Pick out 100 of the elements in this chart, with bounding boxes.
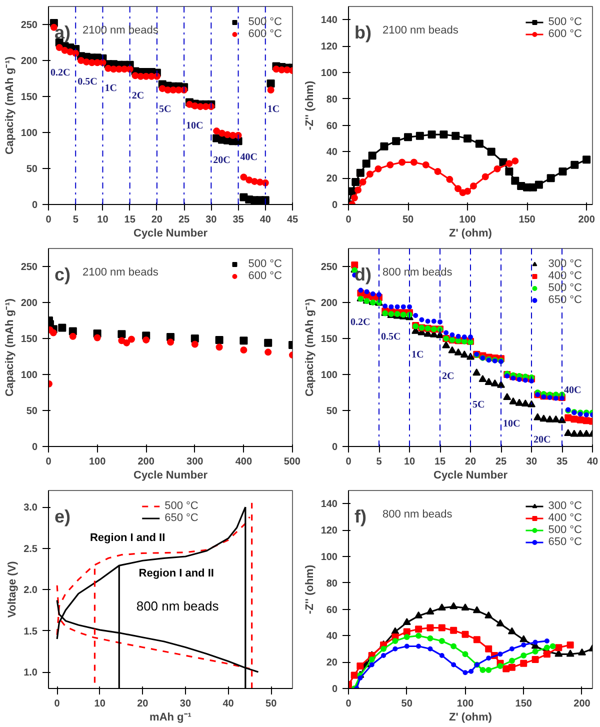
x-axis-title: Z' (ohm) [449,228,492,240]
y-tick-label: 60 [326,604,338,616]
text: 800 nm beads [382,508,453,520]
x-axis-title: Z' (ohm) [449,712,492,724]
annotation: 1C [104,83,117,94]
y-tick-label: 140 [320,15,338,26]
y-tick-label: 0 [32,200,38,211]
x-tick-label: 35 [232,214,244,226]
y-tick-label: 250 [320,262,338,273]
y-axis-title: Capacity (mAh g⁻¹) [304,298,316,397]
x-tick-label: 50 [401,698,413,710]
x-tick-label: 100 [459,214,476,226]
annotation: 20C [534,434,551,446]
x-tick-label: 25 [178,214,190,226]
annotation: Region I and II [138,568,214,580]
x-tick-label: 10 [404,456,416,468]
x-tick-label: 35 [556,456,568,468]
legend-label: 400 °C [548,512,582,524]
legend-label: 650 °C [548,536,582,548]
legend-label: 300 °C [548,258,582,270]
x-tick-label: 20 [151,214,163,226]
legend-label: 650 °C [164,512,198,524]
text: 2100 nm beads [82,266,159,278]
y-tick-label: 1.0 [24,668,38,678]
y-tick-label: 2.0 [24,585,38,596]
x-tick-label: 40 [586,456,598,468]
x-axis-title: Cycle Number [134,470,208,482]
y-tick-label: 100 [320,552,338,563]
x-tick-label: 15 [434,456,446,468]
y-tick-label: 40 [326,631,338,642]
y-tick-label: 200 [320,298,338,309]
legend-label: 600 °C [548,28,582,40]
x-tick-label: 30 [206,214,218,226]
annotation: 0.2C [50,67,70,78]
annotation: 20C [213,155,230,166]
annotation: 1C [412,350,424,361]
text: b) [354,22,372,42]
y-tick-label: 0 [332,200,338,211]
x-tick-label: 0 [54,698,60,710]
x-tick-label: 5 [72,214,79,226]
y-tick-label: 40 [326,147,338,158]
y-axis-title: Capacity (mAh g⁻¹) [4,56,16,155]
x-tick-label: 150 [518,214,536,226]
y-tick-label: 140 [320,499,338,510]
x-tick-label: 100 [456,698,474,710]
y-tick-label: 100 [20,370,38,381]
y-tick-label: 200 [20,298,38,309]
legend-label: 500 °C [248,258,282,270]
annotation: 0.2C [350,317,370,328]
y-axis-title: Voltage (V) [6,560,19,618]
y-tick-label: 80 [326,94,338,106]
annotation: Region I and II [90,532,166,544]
x-axis-title: mAh g⁻¹ [150,712,192,724]
y-tick-label: 120 [320,526,338,537]
y-tick-label: 0 [332,684,338,695]
text: a) [54,22,71,42]
text: 2100 nm beads [382,24,459,36]
y-axis-title: -Z'' (ohm) [304,80,316,130]
y-tick-label: 80 [326,578,338,590]
y-tick-label: 20 [326,174,338,185]
x-tick-label: 10 [97,214,109,226]
x-tick-label: 0 [346,698,352,710]
x-tick-label: 30 [526,456,538,468]
y-tick-label: 120 [320,42,338,53]
y-tick-label: 20 [326,658,338,669]
annotation: 40C [564,384,582,396]
y-tick-label: 60 [326,120,338,132]
annotation: 40C [240,152,258,164]
y-tick-label: 150 [20,92,38,103]
annotation: 2C [132,90,144,102]
x-axis-title: Cycle Number [134,228,208,240]
y-tick-label: 50 [26,406,38,417]
x-tick-label: 45 [286,214,298,226]
y-tick-label: 50 [26,164,38,175]
x-tick-label: 500 [284,456,301,468]
annotation: 10C [503,418,520,430]
legend-label: 300 °C [548,500,582,512]
x-tick-label: 150 [515,698,532,710]
annotation: 5C [472,399,485,410]
legend-label: 600 °C [248,28,282,40]
x-tick-label: 5 [376,456,382,468]
x-tick-label: 10 [94,698,106,710]
text: e) [54,506,71,526]
x-tick-label: 400 [235,456,252,468]
annotation: 10C [186,120,204,132]
x-tick-label: 0 [46,456,52,468]
x-tick-label: 20 [464,456,476,468]
y-tick-label: 100 [320,68,338,79]
y-tick-label: 2.5 [24,544,38,555]
text: 800 nm beads [382,266,453,278]
y-tick-label: 100 [320,370,338,381]
y-tick-label: 200 [20,56,38,67]
x-tick-label: 40 [260,214,272,226]
y-tick-label: 3.0 [24,502,38,514]
x-tick-label: 20 [137,698,149,710]
annotation: 2C [442,371,454,382]
annotation: 1C [267,104,280,116]
annotation: 0.5C [381,332,401,343]
x-tick-label: 200 [138,456,155,468]
y-tick-label: 50 [326,406,338,417]
